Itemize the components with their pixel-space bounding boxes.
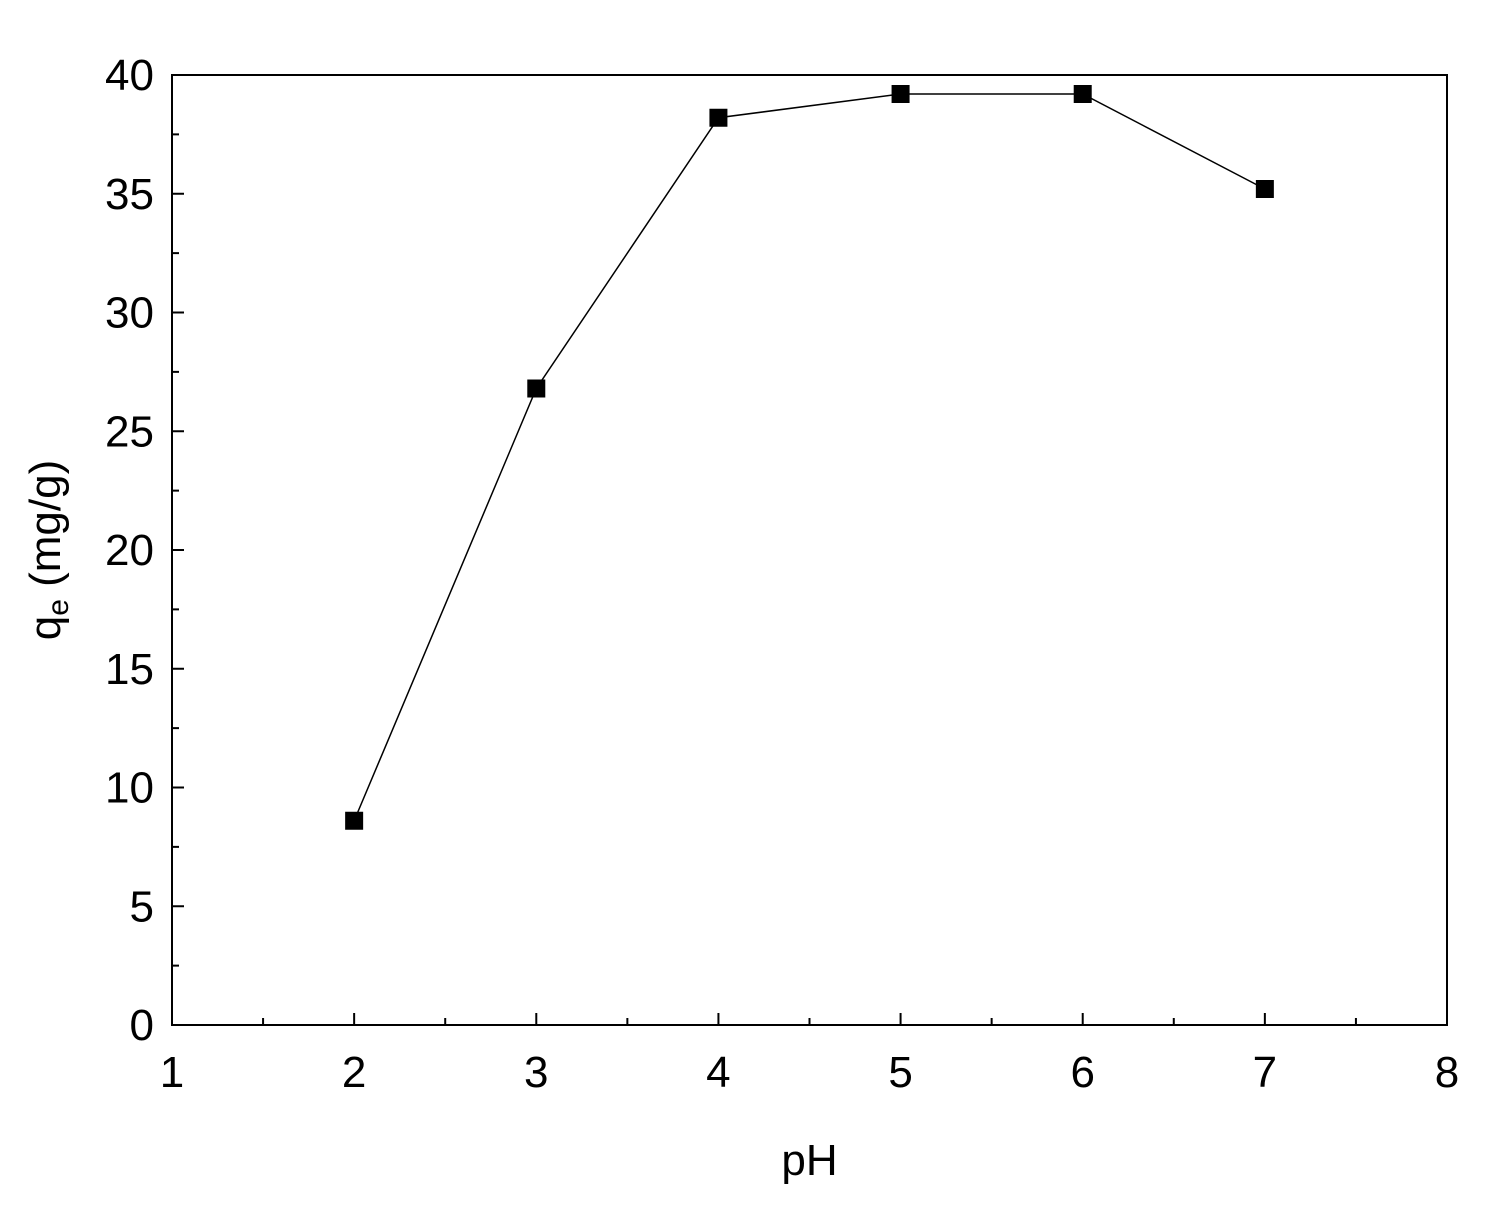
y-axis-label: qe (mg/g)	[21, 460, 75, 641]
y-axis-label-main: q	[21, 616, 70, 640]
x-tick-label: 1	[160, 1048, 184, 1097]
data-point-marker	[709, 108, 728, 127]
y-tick-label: 10	[105, 764, 154, 813]
y-tick-label: 30	[105, 289, 154, 338]
y-axis-label-subscript: e	[42, 599, 75, 616]
data-point-marker	[1073, 85, 1092, 103]
data-point-marker	[1255, 180, 1274, 198]
y-tick-label: 0	[130, 1001, 154, 1050]
x-tick-label: 6	[1070, 1048, 1094, 1097]
x-tick-label: 8	[1435, 1048, 1459, 1097]
data-point-marker	[345, 811, 364, 830]
series-line	[353, 93, 1266, 822]
x-axis-label: pH	[781, 1136, 837, 1185]
data-series	[345, 85, 1274, 830]
y-tick-label: 15	[105, 645, 154, 694]
y-tick-label: 40	[105, 51, 154, 100]
y-tick-label: 20	[105, 526, 154, 575]
x-tick-label: 5	[888, 1048, 912, 1097]
x-tick-label: 7	[1253, 1048, 1277, 1097]
axis-tick-labels: 1 2 3 4 5 6 7 8 0 5 10 15 20 25 30 35 40	[105, 51, 1459, 1097]
y-tick-label: 5	[130, 882, 154, 931]
x-tick-label: 2	[342, 1048, 366, 1097]
x-tick-label: 3	[524, 1048, 548, 1097]
data-point-marker	[527, 379, 546, 398]
y-axis-label-unit: (mg/g)	[21, 460, 70, 599]
y-tick-label: 25	[105, 407, 154, 456]
y-tick-label: 35	[105, 170, 154, 219]
plot-frame	[171, 74, 1448, 1026]
data-point-marker	[891, 85, 910, 103]
x-tick-label: 4	[706, 1048, 730, 1097]
